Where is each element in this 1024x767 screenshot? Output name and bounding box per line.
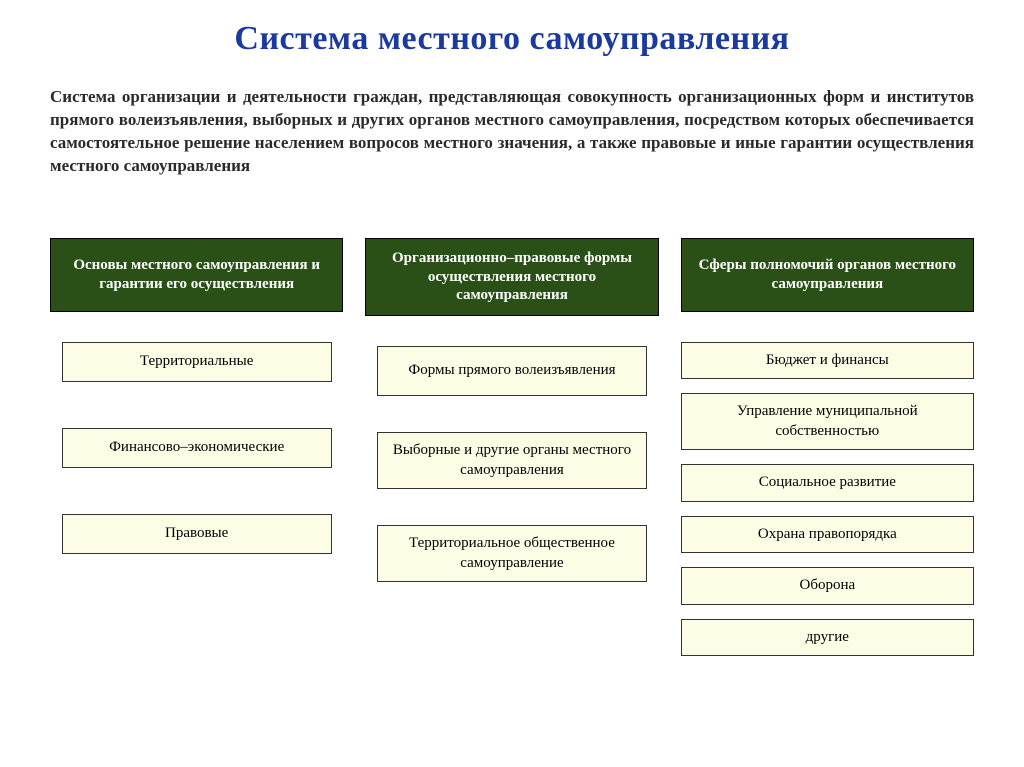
column-items: Формы прямого волеизъявления Выборные и … xyxy=(365,346,658,618)
item-box: Управление муниципальной собственностью xyxy=(681,393,974,450)
column-foundations: Основы местного самоуправления и гаранти… xyxy=(50,238,343,671)
item-box: другие xyxy=(681,619,974,657)
item-box: Формы прямого волеизъявления xyxy=(377,346,647,396)
column-header: Организационно–правовые формы осуществле… xyxy=(365,238,658,316)
description-text: Система организации и деятельности гражд… xyxy=(50,86,974,178)
item-box: Выборные и другие органы местного самоуп… xyxy=(377,432,647,489)
column-forms: Организационно–правовые формы осуществле… xyxy=(365,238,658,671)
column-items: Территориальные Финансово–экономические … xyxy=(50,342,343,600)
item-box: Охрана правопорядка xyxy=(681,516,974,554)
page-title: Система местного самоуправления xyxy=(50,20,974,58)
item-box: Территориальные xyxy=(62,342,332,382)
item-box: Социальное развитие xyxy=(681,464,974,502)
item-box: Бюджет и финансы xyxy=(681,342,974,380)
item-box: Оборона xyxy=(681,567,974,605)
item-box: Территориальное общественное самоуправле… xyxy=(377,525,647,582)
item-box: Правовые xyxy=(62,514,332,554)
column-header: Основы местного самоуправления и гаранти… xyxy=(50,238,343,312)
item-box: Финансово–экономические xyxy=(62,428,332,468)
columns-container: Основы местного самоуправления и гаранти… xyxy=(50,238,974,671)
column-header: Сферы полномочий органов местного самоуп… xyxy=(681,238,974,312)
column-spheres: Сферы полномочий органов местного самоуп… xyxy=(681,238,974,671)
column-items: Бюджет и финансы Управление муниципально… xyxy=(681,342,974,671)
